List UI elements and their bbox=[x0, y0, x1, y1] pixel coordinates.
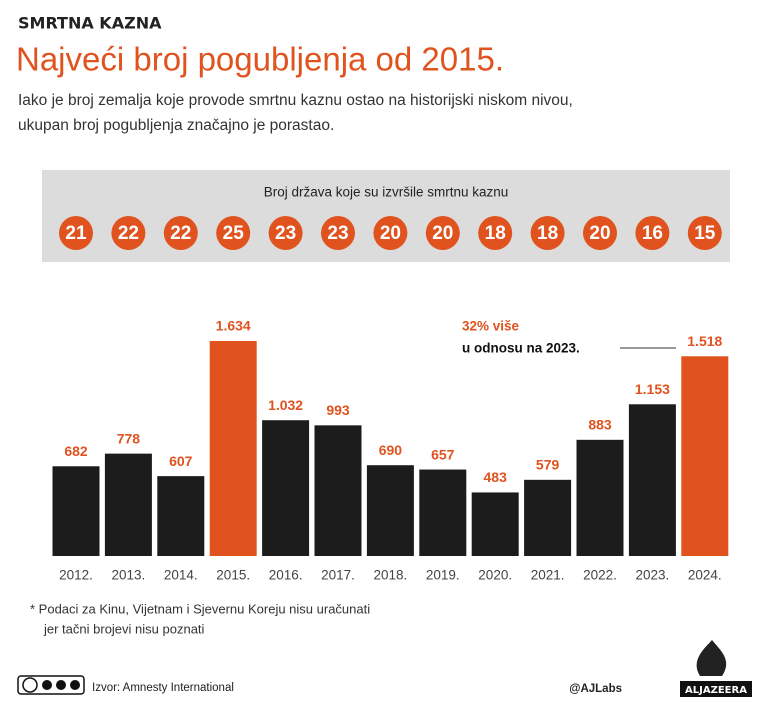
subtitle: ukupan broj pogubljenja značajno je pora… bbox=[18, 117, 334, 134]
value-label: 1.153 bbox=[635, 381, 670, 397]
value-label: 993 bbox=[326, 402, 350, 418]
country-count: 16 bbox=[642, 223, 663, 244]
country-count: 20 bbox=[432, 223, 453, 244]
country-badge bbox=[687, 216, 722, 250]
x-tick-label: 2012. bbox=[59, 568, 93, 583]
value-label: 1.634 bbox=[216, 318, 251, 334]
bar bbox=[681, 356, 729, 556]
source: Izvor: Amnesty International bbox=[92, 682, 234, 694]
x-tick-label: 2013. bbox=[112, 568, 146, 583]
country-badge bbox=[635, 216, 670, 250]
country-count: 23 bbox=[327, 223, 348, 244]
bar bbox=[314, 425, 362, 556]
country-badge bbox=[59, 216, 93, 250]
country-count: 21 bbox=[65, 223, 87, 244]
x-tick-label: 2017. bbox=[321, 568, 355, 583]
x-tick-label: 2021. bbox=[531, 568, 565, 583]
value-label: 607 bbox=[169, 453, 193, 469]
brand-logo bbox=[680, 640, 752, 697]
handle: @AJLabs bbox=[569, 683, 622, 695]
bar bbox=[262, 420, 310, 556]
country-count: 22 bbox=[170, 223, 191, 244]
brand: ALJAZEERA bbox=[685, 685, 747, 696]
value-label: 1.032 bbox=[268, 397, 303, 413]
value-label: 690 bbox=[379, 442, 403, 458]
title: Najveći broj pogubljenja od 2015. bbox=[16, 41, 504, 78]
x-tick-label: 2024. bbox=[688, 568, 722, 583]
annotation: u odnosu na 2023. bbox=[462, 341, 580, 356]
bar bbox=[157, 476, 205, 556]
bar bbox=[104, 453, 152, 556]
bar bbox=[524, 479, 572, 556]
bar bbox=[576, 439, 624, 556]
bar bbox=[209, 341, 257, 556]
bar bbox=[52, 466, 100, 556]
country-badge bbox=[373, 216, 408, 250]
footnote: jer tačni brojevi nisu poznati bbox=[43, 621, 205, 636]
value-label: 483 bbox=[484, 469, 508, 485]
x-tick-label: 2020. bbox=[478, 568, 512, 583]
country-badge bbox=[583, 216, 617, 250]
x-tick-label: 2016. bbox=[269, 568, 303, 583]
country-count: 18 bbox=[537, 223, 558, 244]
kicker: SMRTNA KAZNA bbox=[18, 14, 162, 33]
value-label: 778 bbox=[117, 430, 141, 446]
footnote: * Podaci za Kinu, Vijetnam i Sjevernu Ko… bbox=[30, 601, 370, 616]
country-badge bbox=[111, 216, 146, 250]
country-badge bbox=[163, 216, 198, 250]
country-badge bbox=[530, 216, 565, 250]
value-label: 682 bbox=[64, 443, 88, 459]
value-label: 1.518 bbox=[687, 333, 722, 349]
country-count: 22 bbox=[118, 223, 139, 244]
license-icon bbox=[17, 675, 85, 695]
subtitle: Iako je broj zemalja koje provode smrtnu… bbox=[18, 92, 573, 109]
country-count: 20 bbox=[380, 223, 401, 244]
country-count: 18 bbox=[485, 223, 506, 244]
bar bbox=[471, 492, 519, 556]
annotation: 32% više bbox=[462, 319, 520, 334]
country-count: 20 bbox=[589, 223, 610, 244]
x-tick-label: 2022. bbox=[583, 568, 617, 583]
x-tick-label: 2018. bbox=[374, 568, 408, 583]
value-label: 883 bbox=[588, 417, 612, 433]
country-count: 23 bbox=[275, 223, 296, 244]
x-tick-label: 2023. bbox=[636, 568, 670, 583]
country-badge bbox=[268, 216, 303, 250]
country-badge bbox=[321, 216, 355, 250]
value-label: 657 bbox=[431, 446, 455, 462]
country-badge bbox=[425, 216, 460, 250]
country-count: 25 bbox=[223, 223, 245, 244]
countries-title: Broj država koje su izvršile smrtnu kazn… bbox=[264, 185, 509, 200]
value-label: 579 bbox=[536, 457, 560, 473]
x-tick-label: 2015. bbox=[216, 568, 250, 583]
country-count: 15 bbox=[694, 223, 716, 244]
country-badge bbox=[216, 216, 251, 250]
bar bbox=[419, 469, 467, 556]
country-badge bbox=[478, 216, 513, 250]
x-tick-label: 2019. bbox=[426, 568, 460, 583]
x-tick-label: 2014. bbox=[164, 568, 198, 583]
bar bbox=[366, 465, 414, 556]
bar bbox=[628, 404, 676, 556]
